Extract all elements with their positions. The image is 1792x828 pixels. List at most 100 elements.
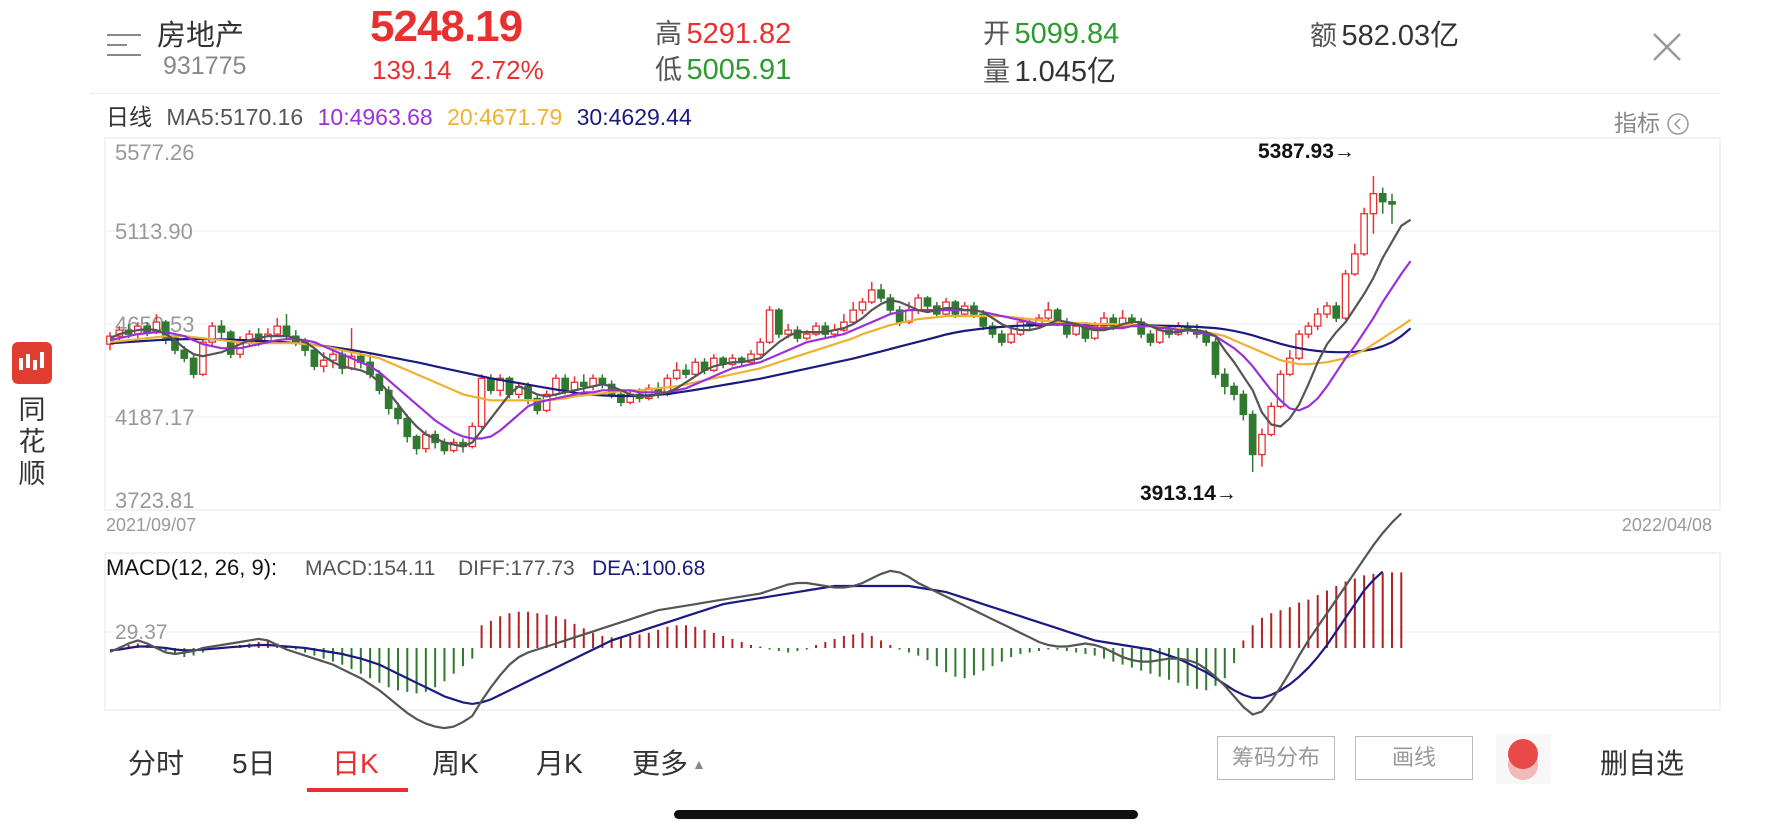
candle-body	[468, 425, 477, 448]
candle-body	[412, 435, 421, 450]
macd-y-tick: 29.37	[115, 621, 168, 644]
menu-icon[interactable]	[107, 34, 141, 60]
candle-body	[886, 297, 895, 311]
candle-body	[542, 393, 551, 412]
current-price: 5248.19	[370, 2, 523, 51]
candle-body	[1035, 317, 1043, 327]
candle-body	[449, 441, 458, 452]
candle-body	[979, 313, 988, 327]
candle-body	[477, 377, 486, 428]
amount-label: 额	[1310, 21, 1337, 51]
candle-body	[849, 309, 858, 323]
stock-code: 931775	[163, 52, 247, 80]
max-price-label: 5387.93→	[1258, 140, 1355, 163]
tab-5day[interactable]: 5日	[232, 748, 276, 779]
candle-body	[1146, 333, 1155, 343]
active-tab-underline	[307, 788, 408, 792]
candle-body	[877, 289, 885, 299]
period-label: 日线	[106, 104, 152, 130]
draw-line-button[interactable]: 画线	[1355, 736, 1473, 780]
candle-body	[319, 359, 328, 367]
candle-body	[784, 329, 793, 335]
candle-body	[1295, 333, 1303, 359]
candle-body	[561, 377, 570, 391]
tab-intraday[interactable]: 分时	[128, 748, 185, 779]
candle-body	[1100, 317, 1108, 327]
candle-body	[1155, 329, 1164, 343]
toggle-icon[interactable]	[1496, 734, 1551, 784]
volume-value: 1.045亿	[1014, 56, 1117, 88]
y-tick-label: 4187.17	[115, 405, 195, 430]
close-icon[interactable]	[1650, 30, 1684, 64]
ma10-value: 10:4963.68	[317, 104, 433, 130]
candle-body	[709, 357, 718, 371]
y-tick-label: 3723.81	[115, 488, 195, 513]
candle-body	[617, 393, 625, 404]
tab-daily-k[interactable]: 日K	[332, 748, 379, 779]
candle-body	[579, 381, 588, 387]
candle-body	[487, 377, 495, 391]
candle-body	[765, 309, 774, 343]
x-end-date: 2022/04/08	[1622, 515, 1712, 535]
low-value: 5005.91	[686, 54, 792, 86]
tab-more[interactable]: 更多 ▲	[632, 742, 706, 782]
candle-body	[1332, 305, 1341, 319]
candle-body	[1248, 413, 1257, 456]
volume-stat: 量 1.045亿	[983, 48, 1116, 90]
candle-body	[161, 321, 170, 339]
candle-body	[821, 325, 830, 335]
amount-stat: 额 582.03亿	[1310, 12, 1459, 54]
candle-body	[691, 361, 700, 375]
candle-body	[1350, 253, 1359, 275]
high-value: 5291.82	[686, 18, 792, 50]
dea-value: DEA:100.68	[592, 557, 705, 580]
candle-body	[1360, 213, 1368, 255]
candle-body	[282, 325, 291, 337]
open-stat: 开 5099.84	[983, 12, 1119, 51]
indicator-label: 指标	[1614, 110, 1660, 136]
dea-line	[109, 570, 1384, 706]
brand-name[interactable]: 同花顺	[18, 395, 46, 489]
macd-value: MACD:154.11	[305, 557, 435, 580]
candle-body	[1072, 325, 1080, 335]
candle-body	[1276, 373, 1285, 408]
candle-body	[180, 349, 189, 359]
ma5-value: MA5:5170.16	[166, 104, 304, 130]
candle-body	[1388, 201, 1396, 205]
tab-monthly-k[interactable]: 月K	[536, 748, 583, 779]
candle-body	[217, 325, 226, 333]
diff-value: DIFF:177.73	[458, 557, 575, 580]
candle-body	[1369, 192, 1378, 215]
brand-logo-icon[interactable]	[12, 342, 52, 384]
candle-body	[997, 333, 1006, 343]
open-value: 5099.84	[1014, 18, 1120, 50]
indicator-button[interactable]: 指标	[1614, 104, 1690, 138]
ma5-line	[109, 218, 1412, 448]
candle-body	[273, 325, 282, 335]
low-label: 低	[655, 55, 682, 85]
amount-value: 582.03亿	[1341, 20, 1460, 52]
candle-body	[1211, 341, 1220, 375]
candle-body	[682, 369, 690, 375]
tab-weekly-k[interactable]: 周K	[432, 748, 479, 779]
candle-body	[1313, 313, 1322, 327]
remove-watchlist-button[interactable]: 删自选	[1600, 748, 1685, 779]
candle-body	[867, 289, 876, 303]
candle-body	[1341, 273, 1350, 319]
chip-distribution-button[interactable]: 筹码分布	[1217, 736, 1335, 780]
y-tick-label: 5113.90	[115, 219, 193, 244]
header-divider	[90, 93, 1720, 94]
candle-body	[1285, 357, 1294, 375]
open-label: 开	[983, 19, 1010, 49]
ma10-line	[109, 260, 1412, 440]
candle-body	[1304, 325, 1313, 335]
candle-body	[1016, 321, 1025, 335]
ma-indicator-row: 日线 MA5:5170.16 10:4963.68 20:4671.79 30:…	[106, 98, 692, 132]
candle-body	[802, 333, 811, 339]
chevron-left-icon	[1667, 113, 1690, 135]
tab-more-label: 更多	[632, 748, 689, 779]
price-change: 139.14	[372, 55, 452, 85]
diff-line	[109, 512, 1403, 730]
candle-body	[1239, 393, 1248, 416]
